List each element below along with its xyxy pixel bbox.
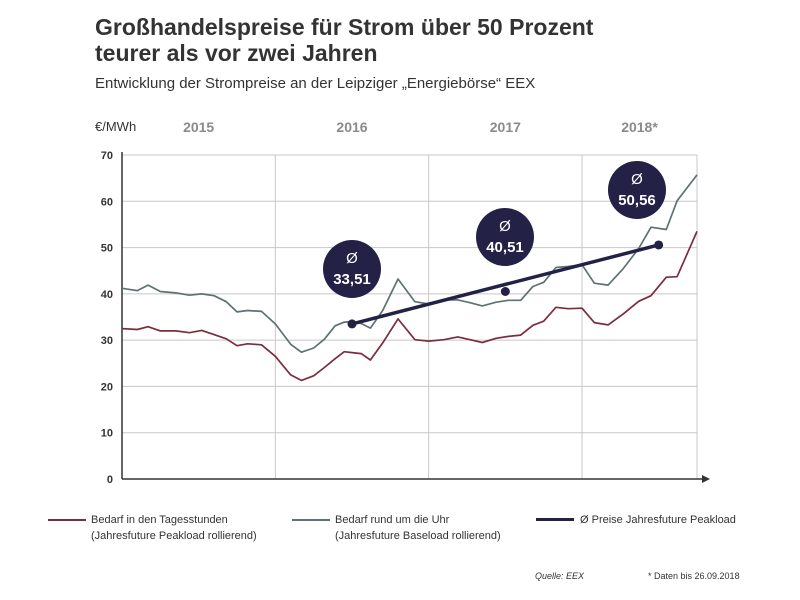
x-axis-arrow xyxy=(702,475,710,483)
chart-title-line1: Großhandelspreise für Strom über 50 Proz… xyxy=(95,14,594,40)
y-tick-label: 50 xyxy=(101,243,113,255)
legend-swatch-base xyxy=(292,519,330,521)
y-axis-title: €/MWh xyxy=(95,119,136,134)
average-point xyxy=(654,240,664,250)
year-label: 2015 xyxy=(183,119,214,135)
y-tick-label: 70 xyxy=(101,150,113,162)
chart-subtitle: Entwicklung der Strompreise an der Leipz… xyxy=(95,75,536,92)
average-bubble-value: 40,51 xyxy=(486,239,524,256)
y-tick-label: 30 xyxy=(101,335,113,347)
y-tick-label: 10 xyxy=(101,428,113,440)
average-bubble xyxy=(476,208,534,266)
year-label: 2016 xyxy=(336,119,367,135)
average-point xyxy=(500,286,510,296)
legend-swatch-average xyxy=(536,518,574,521)
y-tick-label: 40 xyxy=(101,289,113,301)
data-date-note: * Daten bis 26.09.2018 xyxy=(648,571,740,581)
chart-title: Großhandelspreise für Strom über 50 Proz… xyxy=(95,14,735,66)
average-bubble xyxy=(323,240,381,298)
series-line-peakload xyxy=(121,231,698,382)
year-label: 2017 xyxy=(490,119,521,135)
y-tick-label: 60 xyxy=(101,196,113,208)
y-tick-label: 0 xyxy=(107,474,113,486)
source-note: Quelle: EEX xyxy=(535,571,585,581)
legend-label-average: Ø Preise Jahresfuture Peakload xyxy=(580,514,736,526)
y-tick-label: 20 xyxy=(101,381,113,393)
average-bubble-symbol: Ø xyxy=(499,218,511,235)
legend-label-peak-line2: (Jahresfuture Peakload rollierend) xyxy=(91,530,257,542)
legend-label-base-line2: (Jahresfuture Baseload rollierend) xyxy=(335,530,501,542)
average-trend-line xyxy=(351,243,660,326)
average-bubble-symbol: Ø xyxy=(631,171,643,188)
legend-swatch-peak xyxy=(48,519,86,521)
chart-title-line2: teurer als vor zwei Jahren xyxy=(95,40,378,66)
average-bubble-symbol: Ø xyxy=(346,250,358,267)
year-label: 2018* xyxy=(621,119,658,135)
average-bubble xyxy=(608,161,666,219)
legend-label-peak-line1: Bedarf in den Tagesstunden xyxy=(91,514,228,526)
average-point xyxy=(347,319,357,329)
average-bubble-value: 33,51 xyxy=(333,271,371,288)
series-line-baseload xyxy=(121,174,698,354)
legend-label-base-line1: Bedarf rund um die Uhr xyxy=(335,514,450,526)
average-bubble-value: 50,56 xyxy=(618,192,656,209)
